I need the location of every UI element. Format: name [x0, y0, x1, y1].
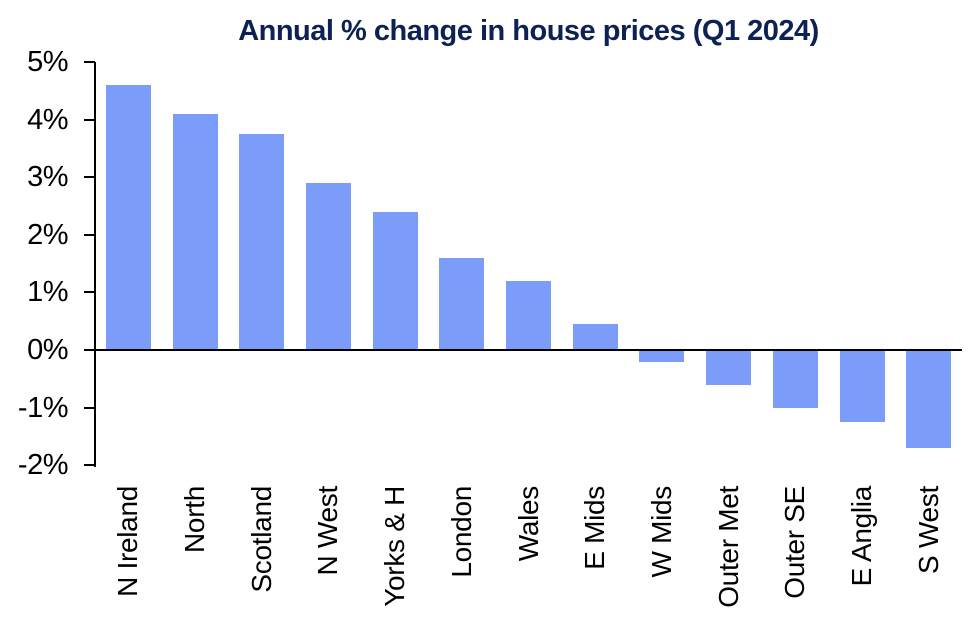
bar-outer-met [706, 350, 752, 385]
bar-e-anglia [839, 350, 885, 422]
bar-scotland [239, 134, 285, 350]
y-axis-label: 3% [27, 161, 68, 194]
bar-n-west [305, 182, 351, 350]
x-axis-label: Wales [512, 486, 544, 562]
zero-baseline [85, 349, 963, 351]
y-axis-label: 1% [27, 276, 68, 309]
bar-wales [506, 280, 552, 350]
bar-e-mids [572, 324, 618, 350]
bar-london [439, 257, 485, 350]
x-axis-label: N West [312, 486, 344, 576]
y-axis-tick [84, 61, 95, 63]
y-axis-label: -1% [17, 391, 69, 424]
bar-w-mids [639, 350, 685, 362]
x-axis-label: E Mids [579, 486, 611, 570]
x-axis-label: W Mids [645, 486, 677, 578]
y-axis-label: 5% [27, 46, 68, 78]
x-axis-label: Outer SE [779, 486, 811, 599]
bar-yorks-h [372, 211, 418, 350]
chart-title: Annual % change in house prices (Q1 2024… [238, 15, 819, 47]
x-axis-label: S West [912, 486, 944, 574]
x-axis-label: Scotland [245, 486, 277, 593]
y-axis-label: 0% [27, 334, 68, 366]
y-axis-label: 2% [27, 218, 68, 251]
bar-north [172, 113, 218, 350]
x-axis-label: Outer Met [712, 486, 744, 608]
bar-n-ireland [105, 85, 151, 350]
x-axis-label: E Anglia [846, 486, 878, 587]
y-axis-tick [84, 233, 95, 236]
y-axis-tick [84, 464, 95, 467]
bar-outer-se [772, 350, 818, 408]
y-axis-tick [84, 118, 95, 121]
x-axis-label: London [445, 486, 477, 578]
x-axis-label: North [179, 486, 211, 553]
y-axis-tick [84, 406, 95, 409]
y-axis-tick [84, 291, 95, 294]
y-axis-label: -2% [17, 449, 69, 482]
y-axis-line [94, 62, 96, 468]
x-axis-label: N Ireland [112, 486, 144, 597]
y-axis-tick [84, 176, 95, 179]
x-axis-label: Yorks & H [379, 486, 411, 607]
y-axis-label: 4% [27, 103, 68, 136]
bar-s-west [906, 350, 952, 448]
